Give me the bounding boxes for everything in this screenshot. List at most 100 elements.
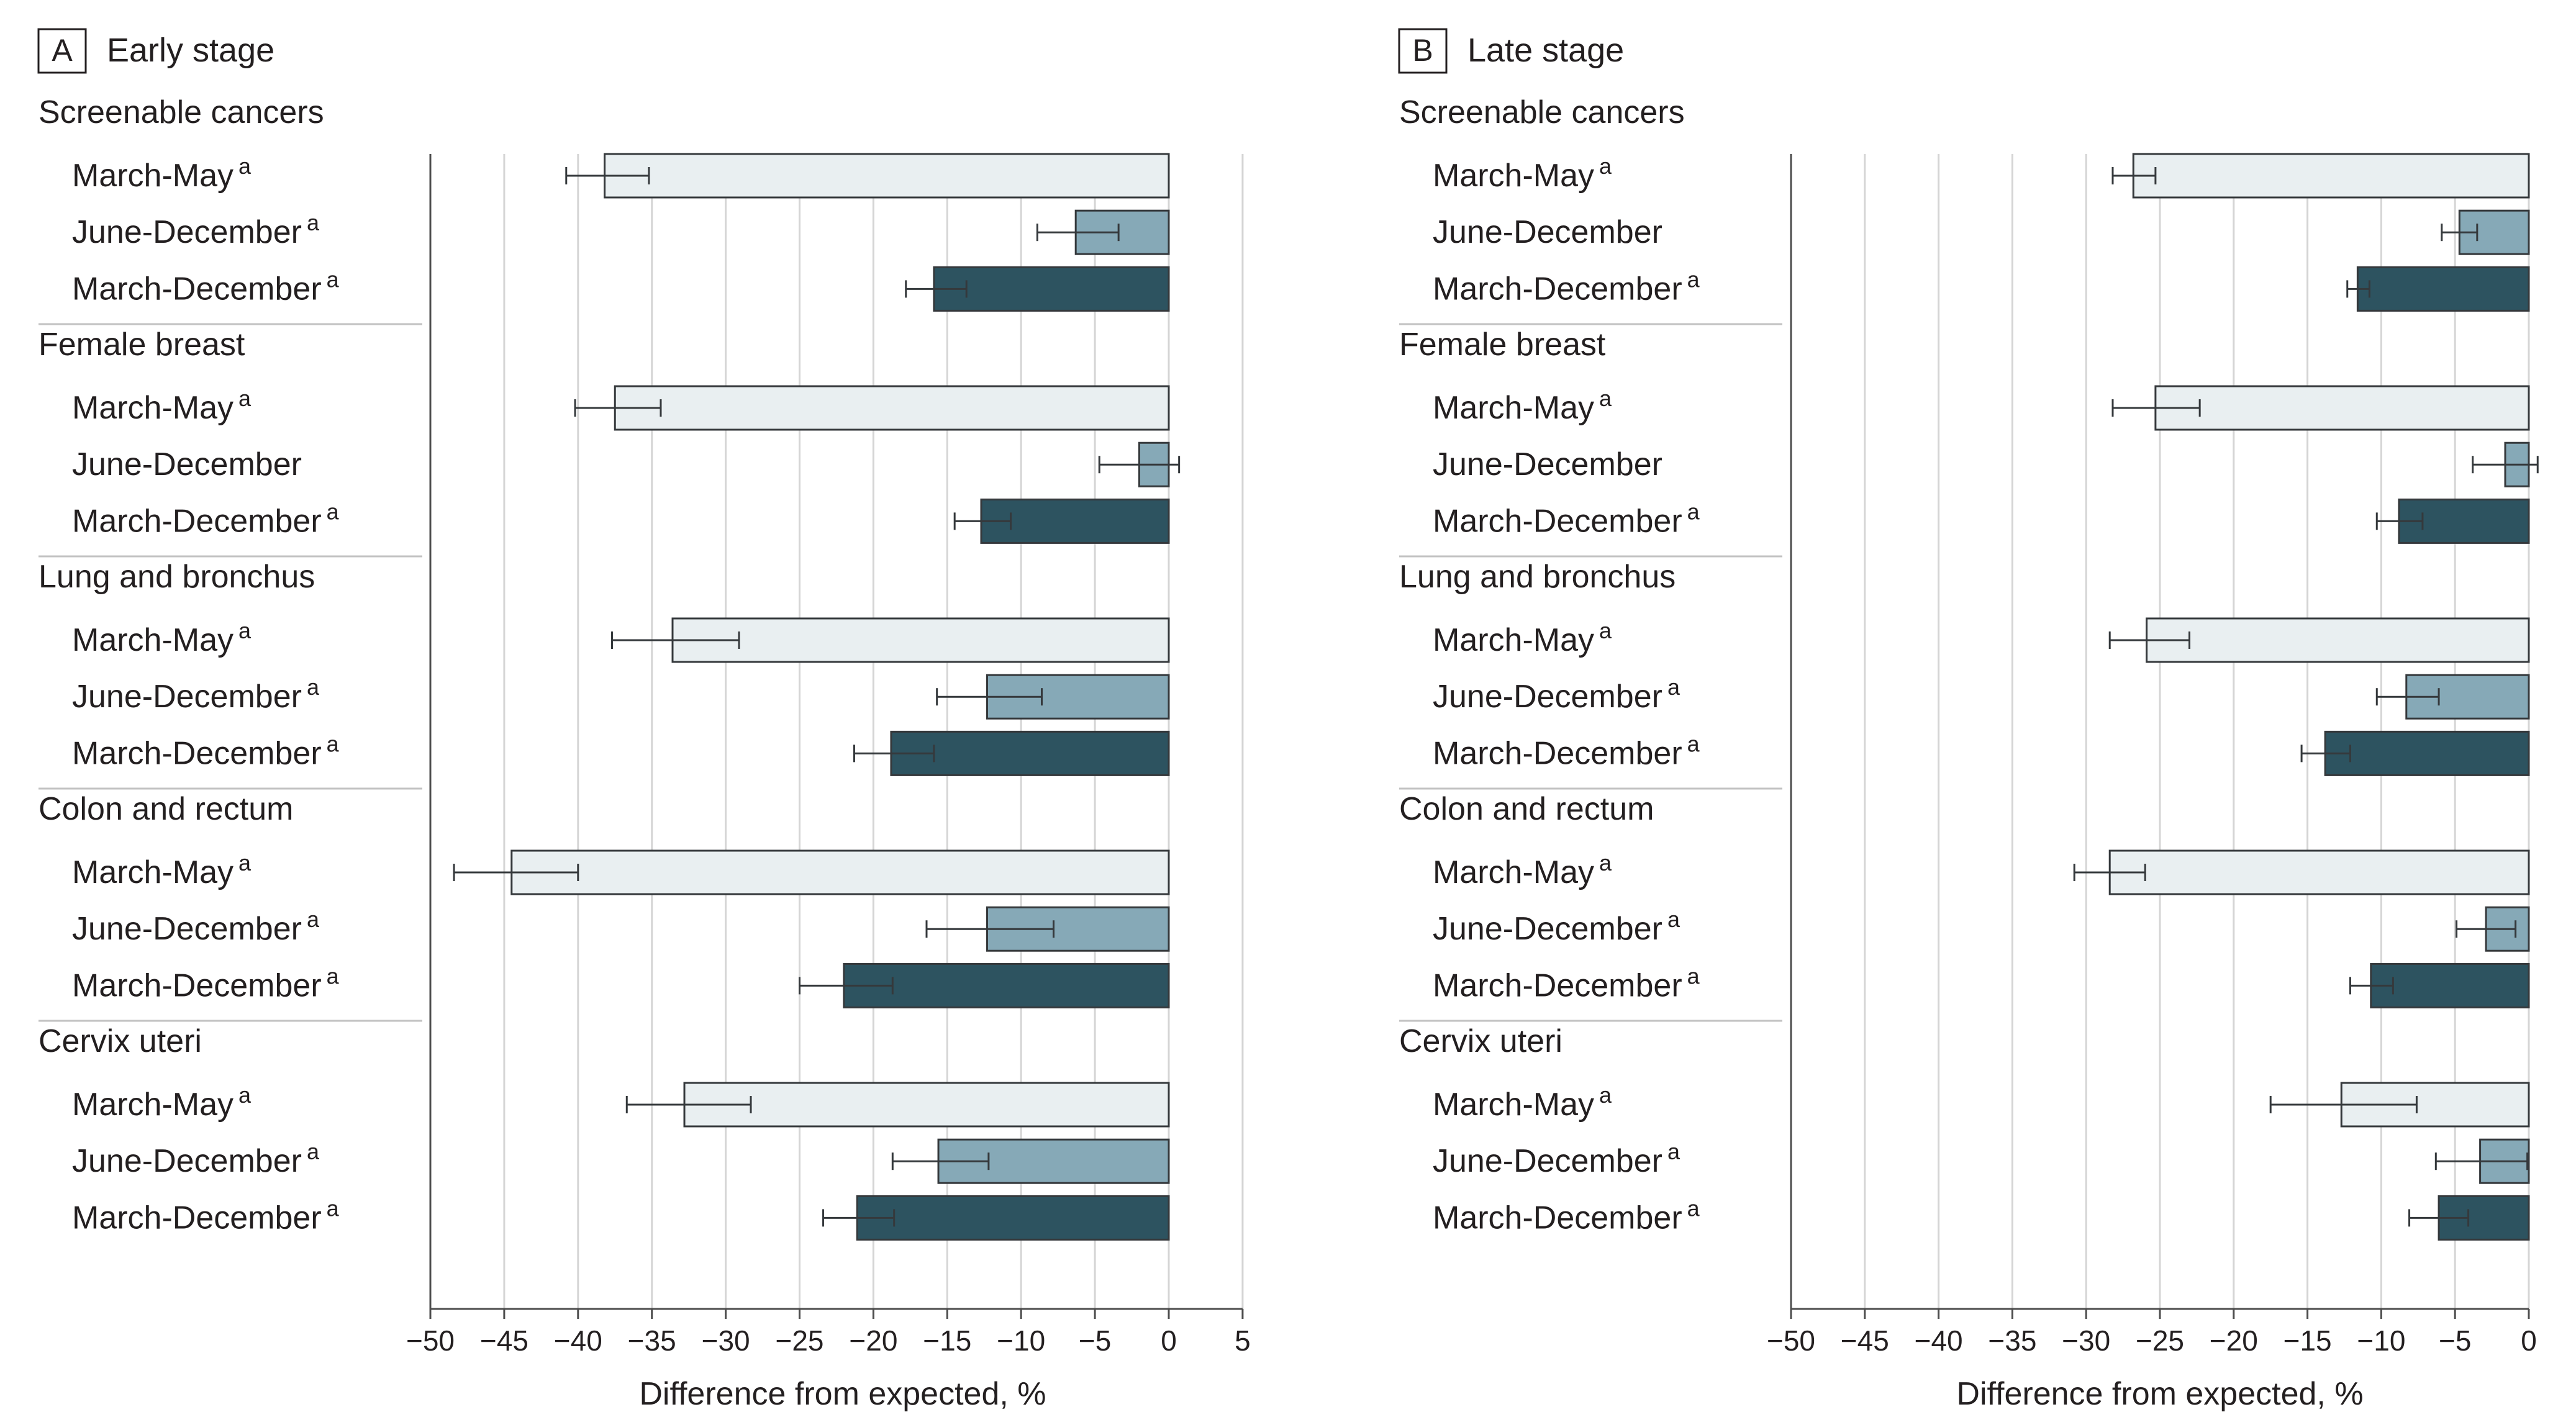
x-axis-title: Difference from expected, % (1956, 1376, 2363, 1412)
row-label: June-December a (72, 1139, 320, 1179)
row-label: June-December a (1433, 674, 1680, 715)
panel-b-late-stage: B Late stage Screenable cancers March-May a J… (1398, 28, 2539, 1412)
row-label: March-December a (72, 963, 340, 1003)
x-tick-label: 0 (1161, 1324, 1177, 1357)
bar (843, 962, 1170, 1008)
x-tick-label: −25 (775, 1324, 823, 1357)
row-label: June-December a (1433, 1139, 1680, 1179)
x-axis-title: Difference from expected, % (639, 1376, 1046, 1412)
group-label: Screenable cancers (1399, 94, 1685, 130)
x-tick-label: −30 (702, 1324, 750, 1357)
x-tick-label: 0 (2521, 1324, 2537, 1357)
group-label: Cervix uteri (1399, 1023, 1562, 1059)
row-label-superscript: a (307, 907, 320, 932)
row-label: June-December a (72, 907, 320, 947)
bar (933, 266, 1170, 312)
row-label-superscript: a (1599, 386, 1612, 411)
group-label: Screenable cancers (39, 94, 324, 130)
row-label: March-December a (1433, 963, 1700, 1003)
x-tick-label: −30 (2062, 1324, 2110, 1357)
panel-letter: B (1412, 33, 1433, 68)
row-label: March-May a (1433, 153, 1612, 194)
row-label: March-December a (1433, 1195, 1700, 1236)
row-label: June-December (1433, 214, 1662, 250)
x-tick-label: −10 (997, 1324, 1045, 1357)
row-label-superscript: a (1667, 907, 1680, 932)
panel-letter: A (52, 33, 73, 68)
row-label: March-May a (1433, 1082, 1612, 1123)
bar (980, 498, 1170, 544)
bar (614, 385, 1170, 431)
x-tick-label: −45 (480, 1324, 528, 1357)
bar (2146, 617, 2530, 663)
panel-a-early-stage: A Early stage Screenable cancers March-May a… (37, 28, 1251, 1412)
panel-title: Late stage (1467, 32, 1624, 69)
row-label-superscript: a (307, 210, 320, 235)
group-label: Lung and bronchus (39, 559, 315, 595)
x-tick-label: 5 (1235, 1324, 1251, 1357)
x-tick-label: −50 (1767, 1324, 1815, 1357)
x-tick-label: −45 (1841, 1324, 1889, 1357)
row-label: March-May a (72, 153, 252, 194)
group-label: Colon and rectum (1399, 791, 1654, 827)
row-label-superscript: a (1687, 266, 1700, 292)
x-tick-label: −5 (1079, 1324, 1111, 1357)
row-label: March-December a (1433, 731, 1700, 771)
row-label-superscript: a (327, 1195, 340, 1221)
group-label: Female breast (39, 327, 245, 363)
row-label-superscript: a (307, 674, 320, 700)
x-tick-label: −5 (2439, 1324, 2471, 1357)
x-tick-label: −20 (2210, 1324, 2258, 1357)
x-tick-label: −20 (849, 1324, 897, 1357)
row-label-superscript: a (238, 618, 252, 643)
bar (2132, 153, 2530, 199)
row-label-superscript: a (327, 963, 340, 989)
row-label: March-December a (1433, 266, 1700, 307)
row-label: March-December a (72, 499, 340, 539)
panel-letter-box (37, 28, 87, 74)
row-label-superscript: a (1667, 1139, 1680, 1164)
row-label-superscript: a (307, 1139, 320, 1164)
x-tick-label: −15 (2283, 1324, 2332, 1357)
row-label-superscript: a (238, 1082, 252, 1108)
bar (510, 849, 1170, 895)
row-label-superscript: a (238, 850, 252, 876)
row-label: June-December (1433, 446, 1662, 482)
row-label-superscript: a (1599, 1082, 1612, 1108)
row-label-superscript: a (1687, 963, 1700, 989)
row-label-superscript: a (238, 153, 252, 179)
group-label: Lung and bronchus (1399, 559, 1676, 595)
row-label-superscript: a (327, 731, 340, 756)
row-label: March-December a (72, 266, 340, 307)
bar (856, 1195, 1170, 1241)
row-label: March-May a (72, 850, 252, 890)
row-label-superscript: a (1667, 674, 1680, 700)
group-label: Colon and rectum (39, 791, 293, 827)
row-label: March-May a (1433, 850, 1612, 890)
row-label-superscript: a (1599, 850, 1612, 876)
bar (671, 617, 1170, 663)
x-tick-label: −35 (1988, 1324, 2036, 1357)
row-label: March-December a (72, 731, 340, 771)
row-label: March-May a (1433, 386, 1612, 426)
row-label: March-May a (1433, 618, 1612, 658)
row-label-superscript: a (1599, 153, 1612, 179)
row-label-superscript: a (1687, 1195, 1700, 1221)
group-label: Female breast (1399, 327, 1606, 363)
row-label-superscript: a (238, 386, 252, 411)
x-tick-label: −15 (923, 1324, 971, 1357)
x-tick-label: −35 (628, 1324, 676, 1357)
x-tick-label: −40 (1915, 1324, 1963, 1357)
bar (2324, 730, 2530, 776)
row-label: March-December a (1433, 499, 1700, 539)
row-label: March-May a (72, 1082, 252, 1123)
row-label-superscript: a (1599, 618, 1612, 643)
x-tick-label: −40 (554, 1324, 602, 1357)
row-label: March-May a (72, 618, 252, 658)
row-label: March-May a (72, 386, 252, 426)
bar (890, 730, 1170, 776)
bar (683, 1082, 1170, 1128)
bar (2370, 962, 2530, 1008)
row-label: June-December a (1433, 907, 1680, 947)
